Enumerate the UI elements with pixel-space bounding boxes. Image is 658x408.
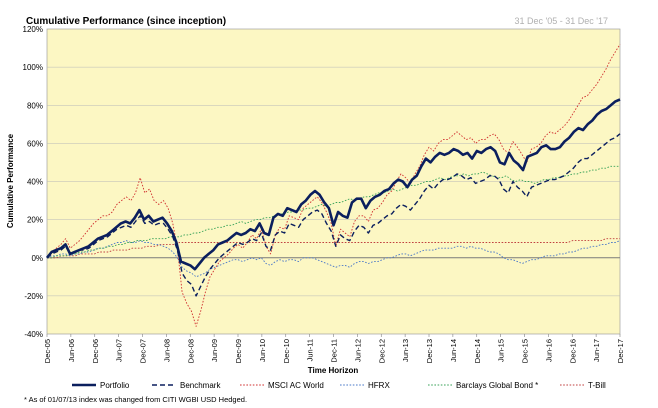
x-tick-label: Dec-11: [330, 339, 339, 363]
x-tick-label: Dec-13: [425, 339, 434, 363]
y-tick-label: 0%: [31, 254, 43, 263]
x-tick-label: Dec-10: [282, 339, 291, 363]
x-tick-label: Jun-16: [544, 339, 553, 362]
legend-label: Benchmark: [180, 381, 221, 390]
series-line-portfolio: [45, 98, 621, 271]
x-tick-label: Jun-12: [353, 339, 362, 362]
series-lines: [45, 44, 621, 327]
y-tick-label: 80%: [27, 101, 43, 110]
y-tick-label: 20%: [27, 216, 43, 225]
x-tick-label: Jun-17: [592, 339, 601, 362]
legend-label: HFRX: [368, 381, 390, 390]
y-tick-label: 100%: [23, 63, 43, 72]
x-tick-label: Dec-06: [91, 339, 100, 363]
x-tick-label: Dec-07: [139, 339, 148, 363]
x-tick-label: Dec-12: [377, 339, 386, 363]
series-line-benchmark: [46, 133, 621, 297]
grid-lines: [47, 66, 620, 297]
chart-title: Cumulative Performance (since inception): [26, 16, 226, 27]
series-line-hfrx: [46, 240, 621, 278]
y-tick-label: -40%: [24, 330, 43, 339]
y-tick-label: 40%: [27, 178, 43, 187]
date-range: 31 Dec '05 - 31 Dec '17: [515, 16, 609, 26]
legend-label: Barclays Global Bond *: [456, 381, 538, 390]
x-tick-labels: Dec-05 Jun-06 Dec-06 Jun-07 Dec-07 Jun-08 Dec-…: [43, 334, 625, 363]
y-tick-label: -20%: [24, 292, 43, 301]
y-tick-label: 120%: [23, 25, 43, 34]
x-tick-label: Jun-06: [67, 339, 76, 362]
x-tick-label: Jun-13: [401, 339, 410, 362]
x-tick-label: Dec-09: [234, 339, 243, 363]
legend-label: T-Bill: [588, 381, 606, 390]
x-tick-label: Jun-10: [258, 339, 267, 362]
x-tick-label: Dec-14: [473, 339, 482, 363]
x-tick-label: Jun-08: [162, 339, 171, 362]
series-line-msci-ac-world: [46, 44, 621, 327]
footnote: * As of 01/07/13 index was changed from …: [24, 395, 247, 404]
legend: Portfolio Benchmark MSCI AC World HFRX Barcl…: [72, 381, 606, 390]
x-tick-label: Jun-09: [210, 339, 219, 362]
x-tick-label: Jun-11: [306, 339, 315, 361]
x-tick-label: Jun-15: [497, 339, 506, 362]
x-tick-label: Dec-17: [616, 339, 625, 363]
x-tick-label: Dec-05: [43, 339, 52, 363]
x-tick-label: Jun-14: [449, 339, 458, 362]
legend-label: MSCI AC World: [268, 381, 324, 390]
x-tick-label: Dec-16: [568, 339, 577, 363]
x-tick-label: Dec-15: [521, 339, 530, 363]
legend-label: Portfolio: [100, 381, 130, 390]
y-tick-labels: -40% -20% 0% 20% 40% 60% 80% 100% 120%: [23, 25, 43, 339]
y-tick-label: 60%: [27, 139, 43, 148]
x-axis-label: Time Horizon: [308, 366, 359, 375]
x-tick-label: Dec-08: [186, 339, 195, 363]
series-line-t-bill: [47, 238, 620, 259]
series-line-barclays-global-bond: [47, 165, 620, 259]
y-axis-label: Cumulative Performance: [6, 133, 15, 228]
x-tick-label: Jun-07: [115, 339, 124, 362]
